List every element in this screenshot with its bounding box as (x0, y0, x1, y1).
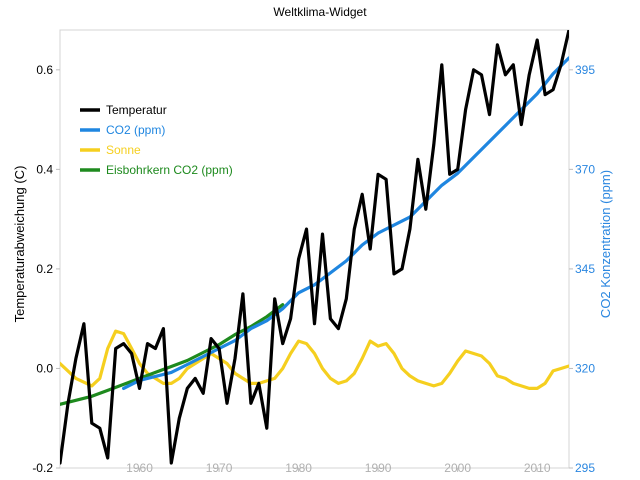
right-tick-label: 320 (575, 361, 595, 375)
series-layer (60, 30, 569, 465)
x-tick-label: 1980 (285, 461, 312, 475)
x-tick-label: 2000 (444, 461, 471, 475)
plot-frame (59, 29, 570, 469)
sun-line (60, 329, 569, 390)
legend: Temperatur CO2 (ppm) Sonne Eisbohrkern CO2 … (80, 103, 233, 177)
legend-label-co2: CO2 (ppm) (106, 123, 165, 137)
x-axis-ticks: 1960 1970 1980 1990 2000 2010 (126, 461, 551, 475)
left-axis-ticks: -0.2 0.0 0.2 0.4 0.6 (32, 63, 60, 475)
x-tick-label: 2010 (524, 461, 551, 475)
left-tick-label: 0.0 (36, 361, 53, 375)
legend-label-sun: Sonne (106, 143, 141, 157)
right-tick-label: 295 (575, 461, 595, 475)
chart-title: Weltklima-Widget (273, 5, 367, 19)
legend-label-temperature: Temperatur (106, 103, 167, 117)
x-tick-label: 1970 (206, 461, 233, 475)
legend-label-icecore-co2: Eisbohrkern CO2 (ppm) (106, 163, 233, 177)
left-tick-label: 0.6 (36, 63, 53, 77)
left-tick-label: 0.4 (36, 162, 53, 176)
x-tick-label: 1990 (365, 461, 392, 475)
x-tick-label: 1960 (126, 461, 153, 475)
right-tick-label: 345 (575, 262, 595, 276)
right-axis-label: CO2 Konzentration (ppm) (598, 170, 613, 318)
co2-line (121, 56, 569, 390)
left-tick-label: -0.2 (32, 461, 53, 475)
right-tick-label: 370 (575, 162, 595, 176)
left-tick-label: 0.2 (36, 262, 53, 276)
right-axis-ticks: 295 320 345 370 395 (569, 63, 595, 475)
temperature-line (60, 30, 569, 465)
right-tick-label: 395 (575, 63, 595, 77)
left-axis-label: Temperaturabweichung (C) (12, 166, 27, 323)
